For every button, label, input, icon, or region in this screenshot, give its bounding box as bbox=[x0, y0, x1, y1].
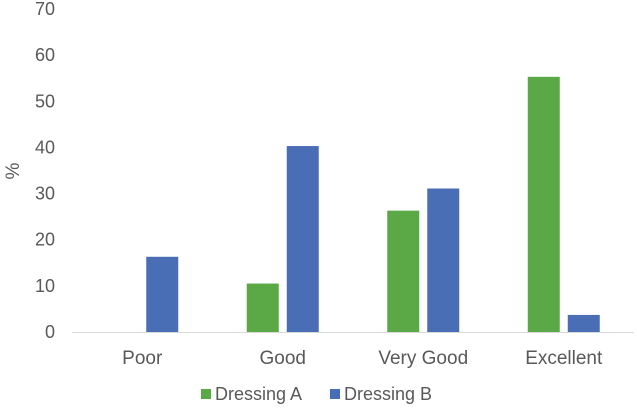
x-category-label: Poor bbox=[122, 348, 163, 369]
y-tick-label: 0 bbox=[45, 322, 55, 342]
bar-dressing-a-good bbox=[246, 283, 279, 332]
y-tick-label: 60 bbox=[35, 45, 55, 65]
y-tick-label: 40 bbox=[35, 137, 55, 157]
legend: Dressing A Dressing B bbox=[201, 384, 432, 404]
bar-dressing-a-excellent bbox=[527, 76, 560, 332]
bar-dressing-b-very-good bbox=[427, 188, 460, 332]
y-axis-ticks: 0 10 20 30 40 50 60 70 bbox=[35, 0, 55, 342]
y-tick-label: 50 bbox=[35, 91, 55, 111]
bars-group bbox=[146, 76, 600, 332]
x-category-label: Good bbox=[260, 348, 306, 369]
y-tick-label: 20 bbox=[35, 230, 55, 250]
bar-dressing-b-good bbox=[286, 146, 319, 332]
bar-dressing-a-very-good bbox=[387, 210, 420, 332]
y-axis-title: % bbox=[3, 162, 24, 179]
x-category-label: Very Good bbox=[378, 348, 468, 369]
legend-label: Dressing A bbox=[215, 384, 302, 404]
legend-swatch bbox=[330, 389, 340, 399]
legend-label: Dressing B bbox=[344, 384, 432, 404]
bar-dressing-b-poor bbox=[146, 256, 179, 332]
bar-dressing-b-excellent bbox=[567, 314, 600, 332]
y-tick-label: 70 bbox=[35, 0, 55, 19]
y-tick-label: 10 bbox=[35, 276, 55, 296]
x-category-label: Excellent bbox=[525, 348, 603, 369]
y-tick-label: 30 bbox=[35, 184, 55, 204]
x-axis-categories: Poor Good Very Good Excellent bbox=[122, 348, 603, 369]
legend-swatch bbox=[201, 389, 211, 399]
